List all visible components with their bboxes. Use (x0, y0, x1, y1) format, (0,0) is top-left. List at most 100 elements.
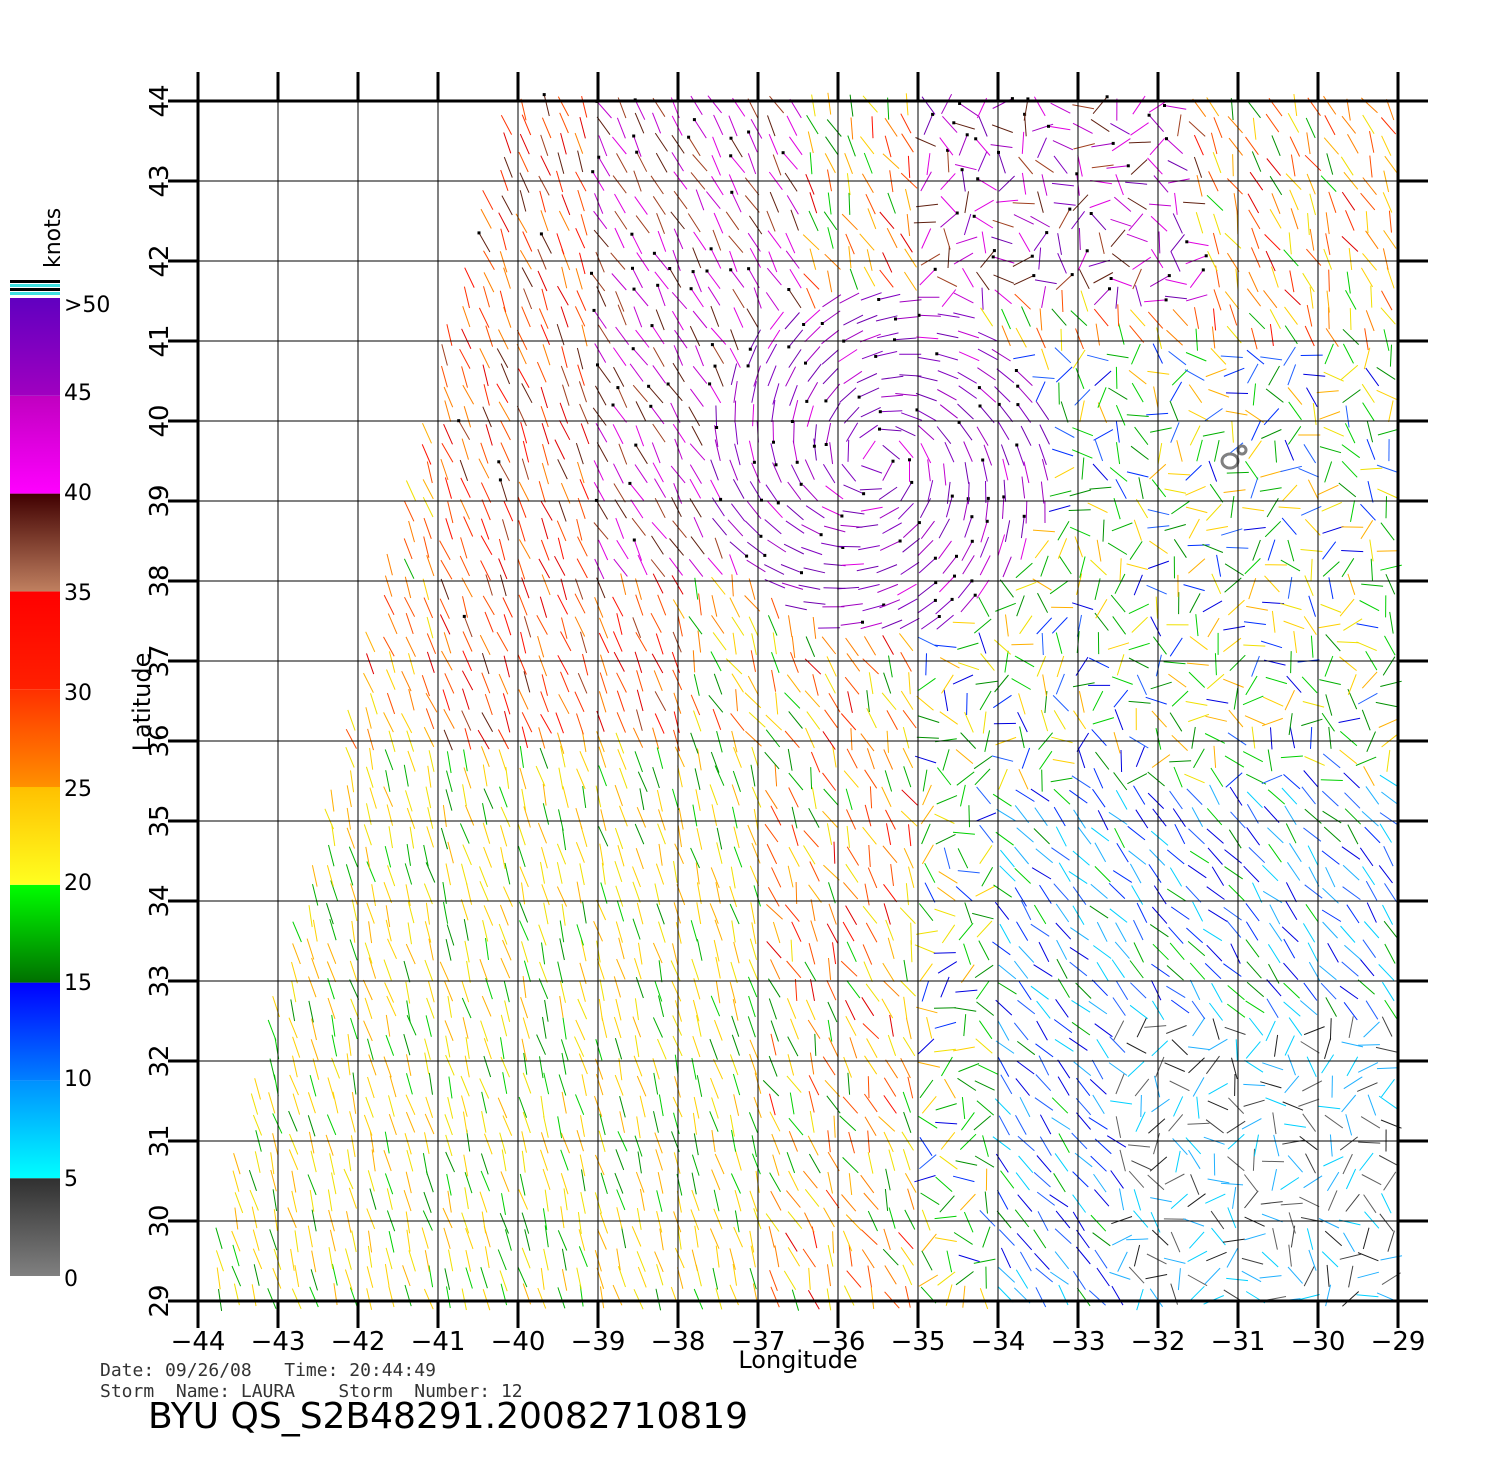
wind-vector (983, 444, 993, 466)
wind-vector (784, 692, 801, 709)
wind-vector (711, 576, 726, 595)
rain-flag-marker (799, 482, 803, 486)
wind-vector (1307, 213, 1310, 236)
wind-vector (1173, 1096, 1184, 1117)
wind-vector (518, 520, 526, 542)
wind-vector (1303, 1026, 1325, 1036)
wind-vector (1345, 289, 1357, 310)
wind-vector (841, 213, 858, 231)
wind-vector (1269, 209, 1282, 229)
wind-vector (1016, 921, 1029, 941)
wind-vector (329, 918, 337, 941)
wind-vector (424, 1132, 430, 1155)
wind-vector (1054, 1228, 1072, 1244)
wind-vector (325, 1134, 334, 1156)
wind-vector (1135, 746, 1145, 767)
wind-vector (1040, 481, 1045, 504)
wind-vector (1036, 327, 1046, 349)
wind-vector (1094, 1189, 1110, 1207)
wind-vector (1071, 775, 1091, 789)
wind-vector (934, 1048, 956, 1053)
wind-vector (1366, 902, 1377, 923)
wind-vector (594, 1154, 605, 1176)
wind-vector (443, 901, 449, 924)
wind-vector (519, 920, 529, 941)
wind-vector (846, 748, 858, 769)
wind-vector (731, 784, 740, 806)
wind-vector (1017, 1135, 1035, 1152)
wind-vector (1131, 885, 1144, 905)
wind-vector (1033, 904, 1047, 925)
wind-vector (1298, 1098, 1320, 1107)
wind-vector (769, 1093, 776, 1116)
wind-vector (560, 1206, 565, 1229)
wind-vector (1150, 1197, 1172, 1203)
wind-vector (1264, 520, 1282, 538)
wind-vector (822, 772, 837, 791)
wind-vector (365, 846, 371, 869)
island-outline (1220, 444, 1248, 470)
wind-vector (1302, 272, 1315, 293)
wind-vector (1206, 808, 1223, 826)
wind-vector (612, 404, 627, 423)
wind-vector (636, 252, 650, 272)
wind-vector (1187, 1274, 1208, 1287)
wind-vector (1226, 546, 1249, 549)
wind-vector (695, 789, 701, 811)
wind-vector (651, 442, 661, 464)
wind-vector (386, 1188, 393, 1210)
wind-vector (770, 1286, 780, 1308)
wind-vector (447, 1096, 454, 1119)
wind-vector (771, 867, 782, 888)
wind-vector (884, 1188, 889, 1211)
wind-vector (995, 1040, 1015, 1054)
wind-vector (1129, 736, 1149, 749)
wind-vector (522, 976, 527, 998)
wind-vector (1014, 846, 1029, 865)
wind-vector (1204, 408, 1223, 422)
wind-vector (1018, 156, 1034, 175)
wind-vector (540, 1267, 545, 1290)
wind-vector (598, 135, 608, 157)
wind-vector (595, 251, 605, 273)
wind-vector (790, 464, 802, 485)
wind-vector (594, 385, 607, 406)
wind-vector (1378, 1155, 1399, 1167)
wind-vector (1381, 1016, 1393, 1037)
wind-vector (715, 1245, 720, 1268)
wind-vector (600, 1172, 608, 1195)
wind-vector (824, 153, 836, 174)
wind-vector (883, 883, 898, 903)
rain-flag-marker (462, 614, 466, 618)
wind-vector (1090, 559, 1107, 576)
wind-vector (577, 461, 585, 484)
wind-vector (1226, 1120, 1246, 1134)
wind-vector (1034, 1097, 1054, 1111)
wind-vector (913, 221, 936, 224)
wind-vector (1378, 718, 1400, 728)
x-tick-label: −40 (491, 1327, 546, 1357)
wind-vector (404, 501, 415, 522)
wind-vector (1243, 621, 1266, 625)
wind-vector (1247, 363, 1259, 384)
wind-vector (614, 227, 625, 249)
wind-vector (1089, 486, 1112, 490)
wind-vector (1381, 791, 1400, 806)
wind-vector (481, 1111, 487, 1133)
wind-vector (611, 273, 627, 291)
wind-vector (749, 481, 762, 501)
wind-vector (461, 438, 469, 460)
wind-vector (521, 458, 530, 480)
wind-vector (805, 636, 816, 657)
wind-vector (480, 482, 492, 503)
wind-vector (926, 153, 931, 176)
wind-vector (1071, 999, 1091, 1013)
wind-vector (1370, 285, 1373, 308)
wind-vector (1186, 927, 1204, 944)
wind-vector (484, 1133, 493, 1155)
wind-vector (1076, 573, 1083, 596)
wind-vector (1054, 1153, 1069, 1172)
wind-vector (1323, 95, 1337, 115)
wind-vector (1232, 1186, 1237, 1209)
wind-vector (827, 270, 833, 293)
